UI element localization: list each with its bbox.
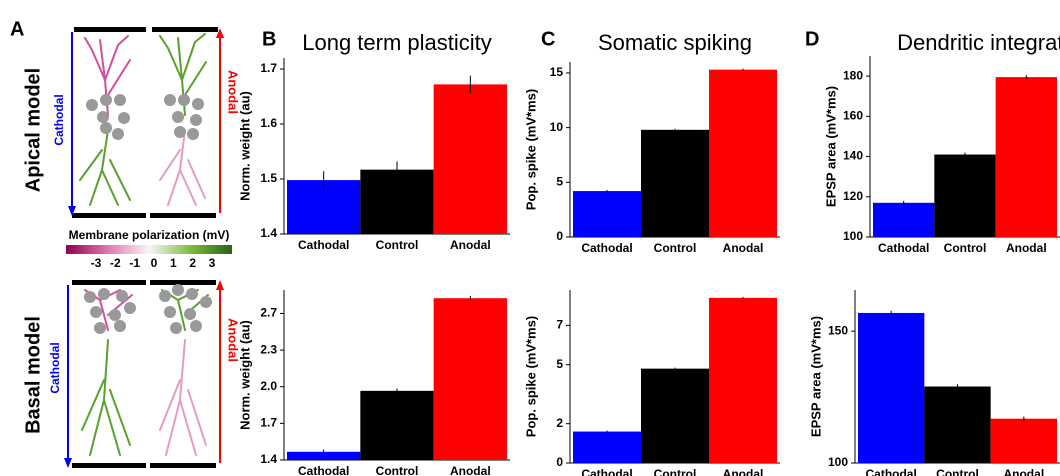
panel-label: B	[262, 28, 276, 50]
bar	[360, 169, 434, 234]
y-axis-label: Pop. spike (mV*ms)	[523, 316, 538, 437]
x-tick-label: Control	[654, 241, 697, 255]
y-tick-label: 100	[828, 455, 848, 469]
colorbar-tick: 1	[170, 256, 177, 270]
panel-label: D	[805, 28, 819, 50]
y-tick-label: 1.4	[260, 226, 277, 240]
panel-label: C	[541, 28, 555, 50]
chart-title: Somatic spiking	[598, 30, 752, 55]
bar	[433, 84, 507, 235]
x-tick-label: Anodal	[1006, 241, 1047, 255]
bar	[573, 431, 641, 463]
chart-title: Long term plasticity	[302, 30, 492, 55]
x-tick-label: Cathodal	[581, 241, 632, 255]
panel-label: A	[10, 18, 24, 40]
bar	[641, 129, 709, 237]
anodal-label: Anodal	[226, 318, 241, 362]
x-tick-label: Anodal	[723, 467, 764, 476]
colorbar-tick: 3	[209, 256, 216, 270]
y-tick-label: 100	[843, 229, 863, 243]
y-tick-label: 1.7	[260, 61, 277, 75]
y-tick-label: 10	[550, 120, 564, 134]
x-tick-label: Anodal	[450, 238, 491, 252]
y-tick-label: 160	[843, 109, 863, 123]
bar	[873, 202, 935, 237]
bar	[934, 154, 996, 237]
row-label: Basal model	[22, 316, 44, 434]
y-tick-label: 2	[556, 416, 563, 430]
bar	[287, 451, 361, 460]
y-tick-label: 140	[843, 149, 863, 163]
x-tick-label: Anodal	[723, 241, 764, 255]
colorbar-tick: 2	[189, 256, 196, 270]
y-tick-label: 1.6	[260, 116, 277, 130]
cathodal-label: Cathodal	[48, 342, 62, 393]
y-tick-label: 0	[556, 229, 563, 243]
chart-title: Dendritic integration	[897, 30, 1060, 55]
neuron-drawings	[64, 27, 232, 468]
y-tick-label: 2.7	[260, 306, 277, 320]
cathodal-label: Cathodal	[52, 94, 66, 145]
y-tick-label: 1.7	[260, 416, 277, 430]
y-axis-label: EPSP area (mV*ms)	[823, 86, 838, 207]
y-tick-label: 7	[556, 318, 563, 332]
y-tick-label: 0	[556, 455, 563, 469]
y-axis-label: Norm. weight (au)	[237, 320, 252, 430]
bar	[924, 386, 991, 463]
x-tick-label: Cathodal	[865, 467, 916, 476]
y-axis-label: Norm. weight (au)	[237, 91, 252, 201]
bar	[573, 191, 641, 237]
y-axis-label: Pop. spike (mV*ms)	[523, 89, 538, 210]
x-tick-label: Cathodal	[298, 464, 349, 476]
x-tick-label: Anodal	[1003, 467, 1044, 476]
y-tick-label: 2.3	[260, 342, 277, 356]
colorbar-tick: -1	[129, 256, 140, 270]
y-tick-label: 1.4	[260, 452, 277, 466]
colorbar-title: Membrane polarization (mV)	[69, 228, 230, 242]
colorbar-tick: -2	[110, 256, 121, 270]
x-tick-label: Control	[376, 464, 419, 476]
x-tick-label: Cathodal	[581, 467, 632, 476]
colorbar-tick: -3	[91, 256, 102, 270]
x-tick-label: Control	[654, 467, 697, 476]
y-tick-label: 15	[550, 65, 564, 79]
y-tick-label: 2.0	[260, 379, 277, 393]
y-tick-label: 120	[843, 189, 863, 203]
colorbar-tick: 0	[151, 256, 158, 270]
row-label: Apical model	[22, 68, 44, 192]
x-tick-label: Control	[936, 467, 979, 476]
y-tick-label: 180	[843, 68, 863, 82]
x-tick-label: Cathodal	[878, 241, 929, 255]
bar	[287, 180, 361, 234]
y-axis-label: EPSP area (mV*ms)	[808, 316, 823, 437]
x-tick-label: Control	[944, 241, 987, 255]
anodal-label: Anodal	[226, 70, 241, 114]
bar	[641, 368, 709, 463]
bar	[990, 418, 1057, 463]
bar	[709, 297, 777, 463]
bar	[360, 390, 434, 460]
x-tick-label: Control	[376, 238, 419, 252]
bar	[995, 77, 1057, 237]
y-tick-label: 5	[556, 174, 563, 188]
y-tick-label: 150	[828, 323, 848, 337]
bar	[433, 298, 507, 460]
bar	[709, 69, 777, 237]
x-tick-label: Cathodal	[298, 238, 349, 252]
y-tick-label: 5	[556, 357, 563, 371]
x-tick-label: Anodal	[450, 464, 491, 476]
bar	[858, 312, 925, 463]
y-tick-label: 1.5	[260, 171, 277, 185]
